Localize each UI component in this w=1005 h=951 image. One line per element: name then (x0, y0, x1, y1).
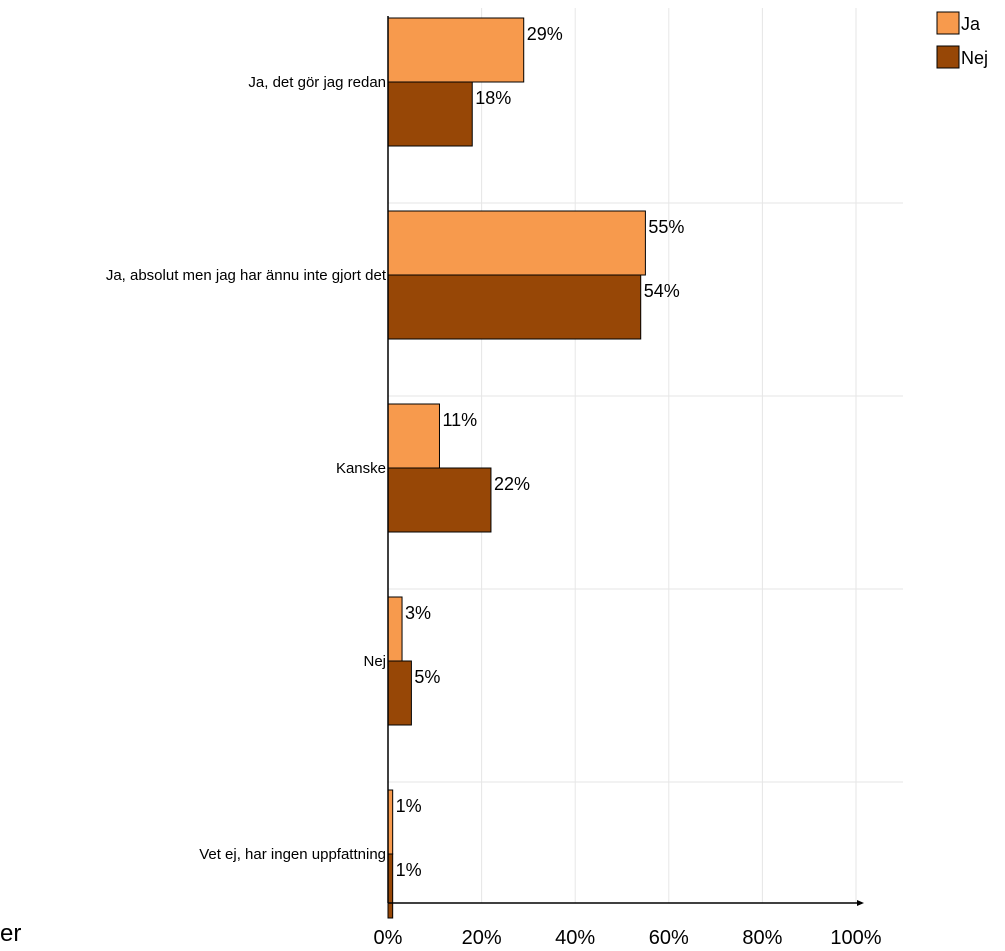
value-label: 1% (396, 796, 422, 816)
labels: 29% 18% Ja, det gör jag redan 55% 54% Ja, abs… (106, 24, 882, 949)
x-tick-label: 60% (649, 927, 689, 949)
legend-label-nej: Nej (961, 48, 988, 68)
corner-text: er (0, 920, 22, 947)
category-label: Vet ej, har ingen uppfattning (199, 846, 386, 863)
x-tick-label: 40% (555, 927, 595, 949)
x-tick-label: 100% (830, 927, 881, 949)
bar-nej-3 (387, 467, 492, 533)
bar-nej-2 (387, 274, 642, 340)
value-label: 55% (648, 217, 684, 237)
value-label: 22% (494, 474, 530, 494)
category-label: Nej (363, 653, 386, 670)
value-label: 5% (414, 667, 440, 687)
bar-ja-2 (387, 210, 646, 276)
category-label: Ja, absolut men jag har ännu inte gjort … (106, 267, 387, 284)
value-label: 29% (527, 24, 563, 44)
bars (387, 17, 646, 919)
category-label: Ja, det gör jag redan (248, 74, 386, 91)
x-tick-label: 20% (462, 927, 502, 949)
value-label: 11% (442, 410, 477, 430)
x-axis-arrow (857, 900, 864, 906)
bar-nej-4 (387, 660, 412, 726)
grid-lines (388, 8, 903, 903)
value-label: 1% (396, 860, 422, 880)
legend: Ja Nej (936, 11, 988, 69)
legend-label-ja: Ja (961, 14, 981, 34)
x-tick-label: 0% (374, 927, 403, 949)
value-label: 3% (405, 603, 431, 623)
bar-nej-1 (387, 81, 473, 147)
value-label: 18% (475, 88, 511, 108)
bar-ja-1 (387, 17, 525, 83)
bar-ja-3 (387, 403, 440, 469)
value-label: 54% (644, 281, 680, 301)
x-tick-label: 80% (742, 927, 782, 949)
axes (387, 16, 864, 906)
legend-swatch-ja (936, 11, 960, 35)
bar-ja-4 (387, 596, 403, 662)
category-label: Kanske (336, 460, 386, 477)
legend-swatch-nej (936, 45, 960, 69)
